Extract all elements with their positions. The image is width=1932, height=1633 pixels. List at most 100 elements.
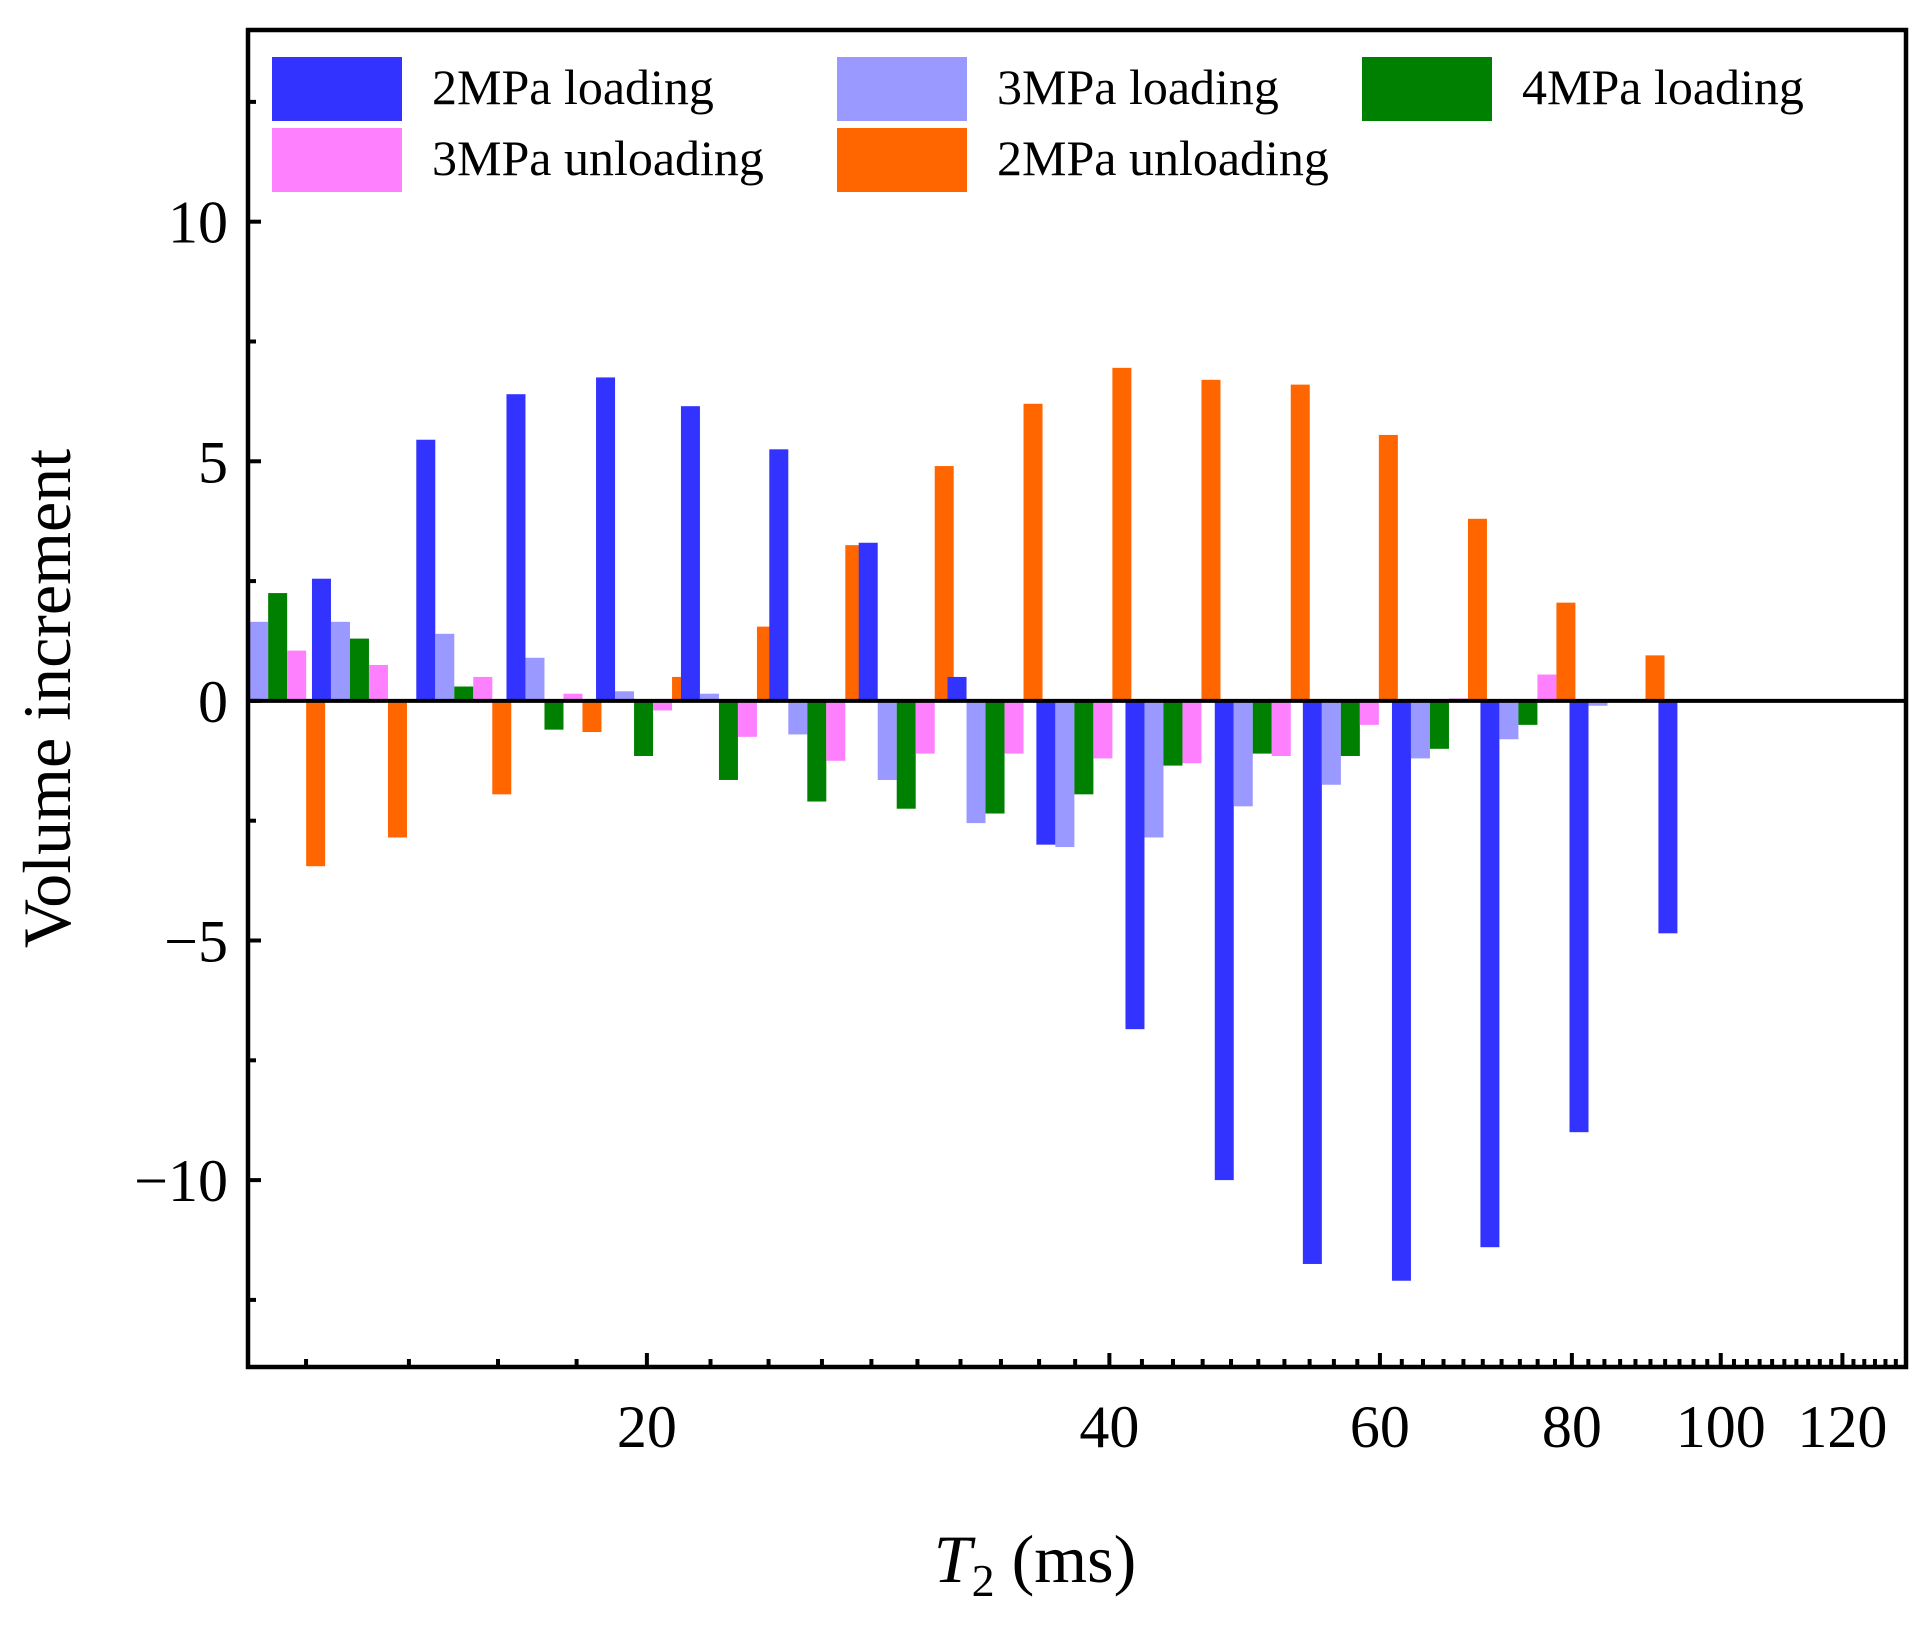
- bar-3mpa-loading-29.5: [877, 700, 897, 780]
- bar-2mpa-unloading-50.3: [1290, 384, 1310, 701]
- bar-2mpa-unloading-13: [387, 700, 407, 838]
- bar-2mpa-unloading-29.5: [934, 466, 954, 701]
- x-axis-title-unit: (ms): [995, 1521, 1137, 1597]
- bar-3mpa-loading-33.7: [966, 700, 986, 824]
- bar-2mpa-loading-97.8: [1658, 700, 1678, 934]
- x-tick-label: 80: [1542, 1394, 1602, 1460]
- bar-4mpa-loading-65.6: [1429, 700, 1449, 749]
- bar-2mpa-loading-19.9: [596, 377, 616, 701]
- bar-4mpa-loading-50.3: [1252, 700, 1272, 754]
- bar-4mpa-loading-57.4: [1340, 700, 1360, 757]
- legend-label-3mpa-loading: 3MPa loading: [997, 59, 1279, 115]
- bar-3mpa-loading-38.5: [1055, 700, 1075, 848]
- bar-3mpa-loading-50.3: [1233, 700, 1253, 807]
- bar-3mpa-unloading-13: [368, 664, 388, 701]
- legend-label-4mpa-loading: 4MPa loading: [1522, 59, 1804, 115]
- bar-3mpa-unloading-33.7: [1004, 700, 1024, 754]
- legend-swatch-3mpa-loading: [837, 57, 967, 121]
- bar-4mpa-loading-13: [349, 638, 369, 701]
- bar-3mpa-loading-57.4: [1321, 700, 1341, 785]
- bar-2mpa-unloading-15.2: [492, 700, 512, 795]
- bar-2mpa-loading-74.9: [1480, 700, 1500, 1248]
- bar-3mpa-loading-44: [1144, 700, 1164, 838]
- bar-2mpa-loading-50.3: [1214, 700, 1234, 1181]
- bar-3mpa-unloading-25.8: [826, 700, 846, 761]
- y-axis: 10 5 0 −5 −10: [134, 99, 261, 1302]
- legend-label-2mpa-loading: 2MPa loading: [432, 59, 714, 115]
- bar-2mpa-loading-85.6: [1569, 700, 1589, 1133]
- y-axis-title: Volume increment: [9, 449, 85, 948]
- bar-2mpa-loading-29.5: [858, 542, 878, 701]
- bar-4mpa-loading-19.9: [634, 700, 654, 757]
- bar-2mpa-unloading-65.6: [1467, 518, 1487, 701]
- y-tick-label: 10: [168, 190, 228, 256]
- bar-3mpa-unloading-57.4: [1359, 700, 1379, 725]
- x-axis: 20 40 60 80 100 120: [304, 1353, 1898, 1460]
- bar-3mpa-loading-19.9: [615, 691, 635, 701]
- bar-4mpa-loading-74.9: [1518, 700, 1538, 725]
- bar-3mpa-unloading-44: [1182, 700, 1202, 764]
- bar-2mpa-unloading-33.7: [1023, 403, 1043, 701]
- y-tick-label: −10: [134, 1148, 228, 1214]
- bar-2mpa-loading-57.4: [1302, 700, 1322, 1264]
- bar-3mpa-unloading-38.5: [1093, 700, 1113, 759]
- bar-3mpa-unloading-11.5: [287, 650, 307, 701]
- bar-3mpa-loading-15.2: [435, 633, 455, 701]
- x-tick-label: 120: [1797, 1394, 1887, 1460]
- bar-2mpa-loading-65.6: [1391, 700, 1411, 1281]
- bar-2mpa-loading-44: [1125, 700, 1145, 1030]
- x-tick-label: 60: [1350, 1394, 1410, 1460]
- x-axis-title: T2 (ms): [934, 1521, 1136, 1606]
- bar-4mpa-loading-15.2: [454, 686, 474, 701]
- y-tick-label: −5: [164, 909, 228, 975]
- bar-2mpa-unloading-38.5: [1112, 367, 1132, 701]
- legend-swatch-2mpa-unloading: [837, 128, 967, 192]
- legend-label-2mpa-unloading: 2MPa unloading: [997, 130, 1329, 186]
- bar-4mpa-loading-44: [1163, 700, 1183, 766]
- bar-2mpa-unloading-74.9: [1556, 602, 1576, 701]
- bar-4mpa-loading-25.8: [807, 700, 827, 802]
- bar-3mpa-loading-74.9: [1499, 700, 1519, 740]
- bar-3mpa-loading-65.6: [1410, 700, 1430, 759]
- bar-3mpa-loading-85.6: [1588, 700, 1608, 706]
- bar-3mpa-loading-11.5: [249, 621, 269, 701]
- bar-3mpa-unloading-19.9: [653, 700, 673, 711]
- bar-3mpa-unloading-15.2: [473, 676, 493, 701]
- bar-2mpa-loading-25.8: [769, 449, 789, 701]
- bar-3mpa-unloading-22.6: [737, 700, 757, 737]
- x-axis-title-subscript: 2: [972, 1555, 995, 1606]
- bar-3mpa-loading-25.8: [788, 700, 808, 735]
- bar-2mpa-loading-13: [311, 578, 331, 701]
- bar-3mpa-unloading-74.9: [1537, 674, 1557, 701]
- bar-4mpa-loading-11.5: [268, 593, 288, 701]
- bar-2mpa-unloading-44: [1201, 379, 1221, 701]
- bar-3mpa-loading-22.6: [699, 693, 719, 701]
- bar-3mpa-unloading-29.5: [915, 700, 935, 754]
- bar-4mpa-loading-38.5: [1074, 700, 1094, 795]
- bar-3mpa-unloading-50.3: [1271, 700, 1291, 757]
- bar-2mpa-loading-15.2: [416, 439, 436, 701]
- bar-2mpa-unloading-11.5: [306, 700, 326, 867]
- bar-3mpa-loading-17.4: [525, 657, 545, 701]
- legend-label-3mpa-unloading: 3MPa unloading: [432, 130, 764, 186]
- x-tick-label: 20: [617, 1394, 677, 1460]
- bar-2mpa-unloading-85.6: [1645, 655, 1665, 701]
- y-tick-label: 0: [198, 669, 228, 735]
- bar-2mpa-loading-33.7: [947, 676, 967, 701]
- bar-2mpa-unloading-17.4: [582, 700, 602, 733]
- x-axis-title-variable: T: [934, 1521, 976, 1597]
- bar-4mpa-loading-22.6: [718, 700, 738, 780]
- y-tick-label: 5: [198, 429, 228, 495]
- legend: 2MPa loading 3MPa loading 4MPa loading 3MPa…: [272, 57, 1804, 192]
- x-tick-label: 100: [1676, 1394, 1766, 1460]
- bar-3mpa-unloading-17.4: [563, 693, 583, 701]
- x-tick-label: 40: [1079, 1394, 1139, 1460]
- bar-4mpa-loading-33.7: [985, 700, 1005, 814]
- legend-swatch-2mpa-loading: [272, 57, 402, 121]
- bar-2mpa-loading-22.6: [680, 406, 700, 701]
- legend-swatch-3mpa-unloading: [272, 128, 402, 192]
- bar-4mpa-loading-29.5: [896, 700, 916, 809]
- bar-2mpa-loading-38.5: [1036, 700, 1056, 845]
- bar-3mpa-loading-13: [330, 621, 350, 701]
